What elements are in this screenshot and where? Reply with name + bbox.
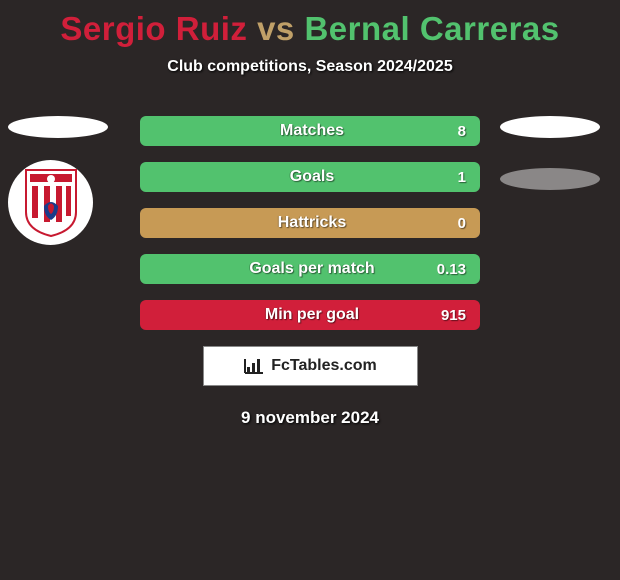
stat-row-min-per-goal: Min per goal 915 — [140, 300, 480, 330]
stats-table: Matches 8 Goals 1 Hattricks 0 Goals per … — [140, 116, 480, 330]
right-column — [500, 116, 600, 220]
player1-photo-placeholder — [8, 116, 108, 138]
stat-row-hattricks: Hattricks 0 — [140, 208, 480, 238]
stat-value: 0 — [430, 215, 466, 232]
stat-row-goals-per-match: Goals per match 0.13 — [140, 254, 480, 284]
stat-value: 8 — [430, 123, 466, 140]
stat-row-goals: Goals 1 — [140, 162, 480, 192]
stat-label: Min per goal — [154, 306, 430, 324]
player1-name: Sergio Ruiz — [60, 10, 247, 47]
vs-text: vs — [257, 10, 295, 47]
stat-label: Hattricks — [154, 214, 430, 232]
brand-footer: FcTables.com — [203, 346, 418, 386]
date-text: 9 november 2024 — [0, 408, 620, 428]
player2-name: Bernal Carreras — [304, 10, 559, 47]
comparison-title: Sergio Ruiz vs Bernal Carreras — [0, 0, 620, 48]
player2-club-placeholder — [500, 168, 600, 190]
bar-chart-icon — [243, 357, 265, 375]
stat-row-matches: Matches 8 — [140, 116, 480, 146]
subtitle: Club competitions, Season 2024/2025 — [0, 58, 620, 76]
stat-label: Matches — [154, 122, 430, 140]
stat-label: Goals per match — [154, 260, 430, 278]
left-column — [8, 116, 108, 245]
stat-value: 1 — [430, 169, 466, 186]
player1-club-badge — [8, 160, 93, 245]
content-area: Matches 8 Goals 1 Hattricks 0 Goals per … — [0, 116, 620, 428]
player2-photo-placeholder — [500, 116, 600, 138]
granada-crest-icon — [24, 168, 78, 238]
brand-text: FcTables.com — [271, 357, 377, 375]
stat-value: 0.13 — [430, 261, 466, 278]
stat-label: Goals — [154, 168, 430, 186]
stat-value: 915 — [430, 307, 466, 324]
